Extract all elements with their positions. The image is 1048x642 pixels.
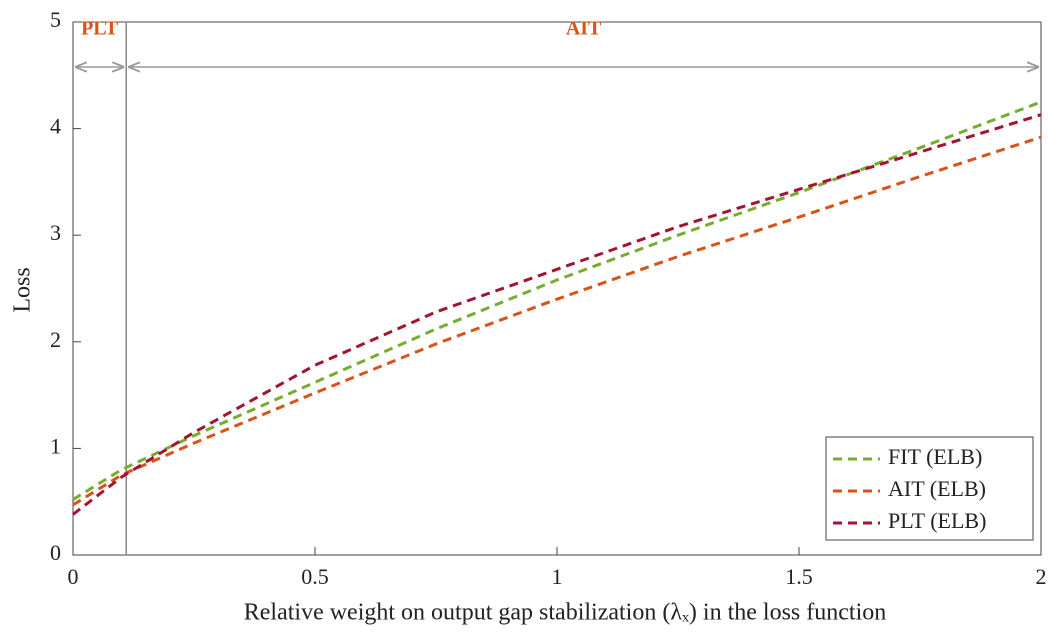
legend-box [825, 436, 1034, 541]
y-tick-label: 1 [50, 433, 61, 458]
regime-label: AIT [566, 18, 602, 40]
regime-label: PLT [81, 18, 119, 40]
x-tick-label: 0 [68, 564, 79, 589]
x-tick-label: 1 [552, 564, 563, 589]
legend-label: FIT (ELB) [888, 444, 982, 469]
y-tick-label: 5 [50, 7, 61, 32]
x-tick-label: 1.5 [785, 564, 813, 589]
line-series [72, 113, 1042, 516]
y-tick-label: 0 [50, 540, 61, 565]
y-tick-label: 4 [50, 114, 61, 139]
legend-label: AIT (ELB) [888, 476, 986, 501]
x-tick-label: 2 [1036, 564, 1047, 589]
x-tick-label: 0.5 [301, 564, 329, 589]
y-axis-label: Loss [10, 267, 36, 312]
legend-label: PLT (ELB) [888, 508, 986, 533]
line-series [72, 100, 1042, 501]
line-series [72, 135, 1042, 507]
y-tick-label: 2 [50, 327, 61, 352]
x-axis-label: Relative weight on output gap stabilizat… [244, 600, 886, 626]
y-tick-label: 3 [50, 220, 61, 245]
